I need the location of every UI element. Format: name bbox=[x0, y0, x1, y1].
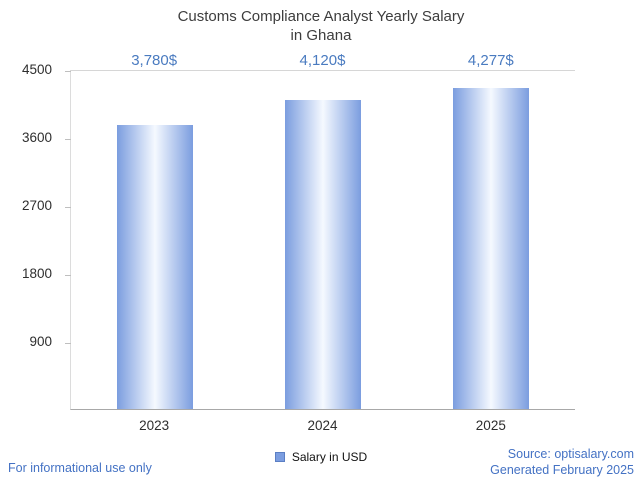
chart-title: Customs Compliance Analyst Yearly Salary… bbox=[0, 7, 642, 45]
y-tick-mark bbox=[65, 139, 71, 140]
source-link[interactable]: Source: optisalary.com bbox=[507, 447, 634, 461]
x-tick-label-2024: 2024 bbox=[307, 418, 338, 433]
y-tick-label: 1800 bbox=[21, 266, 52, 281]
disclaimer-text: For informational use only bbox=[8, 461, 152, 475]
chart-title-line2: in Ghana bbox=[290, 27, 352, 44]
x-axis: 2023 2024 2025 bbox=[70, 418, 575, 438]
y-tick-label: 2700 bbox=[21, 198, 52, 213]
value-label-2023: 3,780$ bbox=[131, 52, 178, 69]
legend: Salary in USD bbox=[0, 450, 642, 464]
x-tick-label-2025: 2025 bbox=[475, 418, 506, 433]
y-tick-mark bbox=[65, 275, 71, 276]
plot-area bbox=[65, 70, 575, 410]
y-tick-label: 3600 bbox=[21, 130, 52, 145]
bar-2025 bbox=[453, 87, 529, 409]
y-tick-label: 900 bbox=[29, 334, 52, 349]
bar-2024 bbox=[285, 99, 361, 409]
value-label-2025: 4,277$ bbox=[467, 52, 514, 69]
generated-date: Generated February 2025 bbox=[490, 463, 634, 477]
x-tick-label-2023: 2023 bbox=[139, 418, 170, 433]
y-tick-mark bbox=[65, 207, 71, 208]
legend-swatch-icon bbox=[274, 452, 285, 462]
value-labels-row: 3,780$ 4,120$ 4,277$ bbox=[70, 52, 575, 72]
y-tick-label: 4500 bbox=[21, 62, 52, 77]
source-info: Source: optisalary.com Generated Februar… bbox=[490, 446, 634, 478]
bar-2023 bbox=[116, 125, 193, 409]
legend-label: Salary in USD bbox=[291, 450, 368, 464]
chart-title-line1: Customs Compliance Analyst Yearly Salary bbox=[177, 8, 465, 25]
value-label-2024: 4,120$ bbox=[299, 52, 346, 69]
y-tick-mark bbox=[65, 343, 71, 344]
y-tick-mark bbox=[65, 71, 71, 72]
